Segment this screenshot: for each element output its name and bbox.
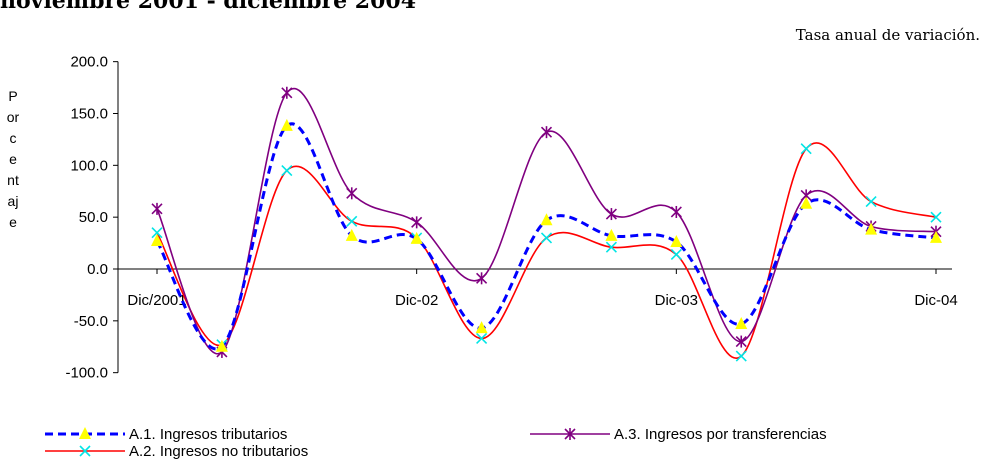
x-tick-label: Dic/2001: [127, 292, 186, 309]
chart-subtitle: Tasa anual de variación.: [795, 26, 980, 44]
axes: 200.0 150.0 100.0 50.0 0.0 -50.0 -100.0 Dic/200…: [65, 54, 957, 382]
data-point-series-1: [345, 228, 358, 241]
data-point-series-2: [800, 143, 812, 155]
data-point-series-1: [605, 228, 618, 241]
legend-marker-3: [564, 428, 576, 440]
series-line-1: [155, 122, 937, 351]
x-tick-label: Dic-03: [655, 292, 698, 309]
data-point-series-3: [735, 335, 747, 348]
data-point-series-1: [540, 213, 553, 226]
x-tick-label: Dic-04: [914, 292, 957, 309]
data-point-series-2: [735, 350, 747, 362]
data-point-series-1: [865, 222, 878, 235]
legend-marker-1: [79, 427, 91, 439]
data-point-series-3: [476, 272, 488, 285]
data-point-series-1: [670, 235, 683, 248]
data-point-series-1: [735, 316, 748, 329]
series-lines: [155, 88, 937, 359]
y-tick-label: 50.0: [79, 209, 108, 226]
data-point-series-2: [540, 232, 553, 244]
data-point-series-2: [476, 332, 488, 345]
legend-label-3: A.3. Ingresos por transferencias: [614, 426, 827, 443]
data-point-series-3: [151, 202, 163, 215]
data-point-series-1: [410, 231, 423, 244]
data-point-series-1: [151, 234, 163, 247]
data-point-series-2: [605, 241, 617, 253]
chart-title: noviembre 2001 - diciembre 2004: [0, 0, 417, 14]
y-tick-label: 200.0: [70, 54, 108, 71]
y-tick-label: 100.0: [70, 157, 108, 174]
data-point-series-3: [346, 187, 358, 200]
data-point-series-1: [930, 230, 942, 243]
data-point-series-2: [670, 248, 682, 261]
legend-marker-2: [79, 445, 91, 457]
data-point-series-1: [215, 339, 228, 352]
data-point-series-1: [475, 321, 488, 334]
data-point-series-3: [281, 86, 293, 99]
data-point-series-2: [930, 211, 942, 223]
y-tick-label: 150.0: [70, 105, 108, 122]
data-point-series-2: [151, 227, 163, 239]
data-point-series-3: [411, 216, 423, 229]
y-tick-label: -50.0: [74, 313, 108, 330]
data-point-series-2: [281, 164, 293, 177]
data-point-series-1: [280, 118, 293, 131]
series-line-2: [156, 142, 937, 359]
data-point-series-2: [865, 196, 877, 208]
x-tick-label: Dic-02: [395, 292, 438, 309]
series-markers: [151, 86, 942, 362]
data-point-series-3: [670, 205, 682, 218]
data-point-series-1: [800, 196, 813, 209]
y-axis-label: Porcentaje: [6, 88, 20, 230]
legend-label-1: A.1. Ingresos tributarios: [129, 426, 287, 443]
y-tick-label: -100.0: [65, 365, 108, 382]
legend-label-2: A.2. Ingresos no tributarios: [129, 443, 308, 460]
y-tick-label: 0.0: [87, 261, 108, 278]
data-point-series-2: [346, 215, 358, 227]
data-point-series-3: [540, 126, 553, 139]
data-point-series-3: [605, 208, 617, 221]
